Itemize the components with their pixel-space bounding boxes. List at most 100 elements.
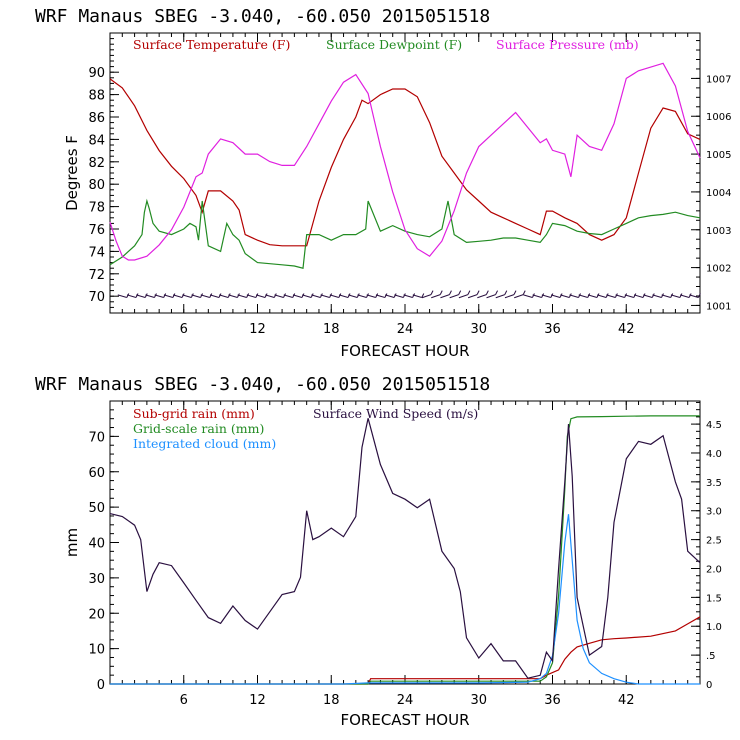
y-tick-label: 10 xyxy=(88,643,105,658)
series-line-sub-grid-rain-mm xyxy=(110,616,701,685)
y2-tick-label: 1004 xyxy=(706,188,731,199)
wind-barb xyxy=(219,294,229,299)
wind-barb xyxy=(126,294,137,299)
chart-panel-1: WRF Manaus SBEG -3.040, -60.050 20150515… xyxy=(35,6,731,360)
wind-barb xyxy=(514,294,524,299)
wind-barb xyxy=(449,294,459,299)
y2-tick-label: 1001 xyxy=(706,301,731,312)
y-tick-label: 70 xyxy=(88,290,105,305)
series-line-integrated-cloud-mm xyxy=(110,514,700,685)
wind-barb-flag xyxy=(421,293,425,298)
wind-barb-flag xyxy=(504,290,508,295)
series-line-surface-dewpoint-f xyxy=(109,198,701,269)
wind-barb xyxy=(357,294,367,299)
legend-entry: Grid-scale rain (mm) xyxy=(133,421,264,436)
wind-barb xyxy=(348,294,358,299)
wind-barb-flag xyxy=(513,290,517,295)
wind-barb-flag xyxy=(458,290,462,295)
wind-barb xyxy=(163,294,174,299)
wind-barb xyxy=(255,294,266,299)
y-tick-label: 78 xyxy=(88,201,105,216)
wind-barb xyxy=(679,294,690,299)
legend-entry: Surface Pressure (mb) xyxy=(496,37,639,52)
wind-barb xyxy=(421,294,432,299)
x-tick-label: 6 xyxy=(180,322,188,337)
y2-tick-label: 1.0 xyxy=(706,622,722,633)
wind-barb xyxy=(550,294,561,299)
wind-barb xyxy=(587,294,598,299)
y-tick-label: 76 xyxy=(88,223,105,238)
wind-barb xyxy=(154,294,164,299)
y-tick-label: 30 xyxy=(88,572,105,587)
y2-tick-label: .5 xyxy=(706,651,716,662)
wind-barb xyxy=(265,294,275,299)
y-tick-label: 88 xyxy=(88,89,105,104)
wind-barb xyxy=(606,294,616,299)
x-tick-label: 42 xyxy=(618,693,635,708)
wind-barb-flag xyxy=(485,290,489,295)
y2-tick-label: 1007 xyxy=(706,74,731,85)
y2-tick-label: 0 xyxy=(706,680,712,691)
wind-barb xyxy=(228,294,238,299)
x-axis-label: FORECAST HOUR xyxy=(340,342,469,360)
wind-barb xyxy=(652,294,662,299)
wind-barb xyxy=(495,294,505,299)
y-tick-label: 70 xyxy=(88,430,105,445)
y-tick-label: 0 xyxy=(97,678,105,693)
legend-entry: Sub-grid rain (mm) xyxy=(133,406,255,421)
legend-entry: Surface Dewpoint (F) xyxy=(326,37,462,52)
wind-barb xyxy=(477,294,487,299)
wind-barb xyxy=(661,294,671,299)
y2-tick-label: 4.5 xyxy=(706,420,722,431)
wind-barb xyxy=(191,294,201,299)
chart-title: WRF Manaus SBEG -3.040, -60.050 20150515… xyxy=(35,6,490,27)
wind-barb xyxy=(274,294,284,299)
wind-barb xyxy=(597,294,607,299)
y-tick-label: 86 xyxy=(88,111,105,126)
wind-barb xyxy=(136,294,146,299)
x-tick-label: 18 xyxy=(323,322,340,337)
wind-barb xyxy=(486,294,496,299)
y-tick-label: 74 xyxy=(88,245,105,260)
chart-title: WRF Manaus SBEG -3.040, -60.050 20150515… xyxy=(35,374,490,395)
legend-entry: Surface Wind Speed (m/s) xyxy=(313,406,478,421)
x-tick-label: 30 xyxy=(470,693,487,708)
y-tick-label: 84 xyxy=(88,133,105,148)
wind-barb-flag xyxy=(467,290,471,295)
wind-barb xyxy=(615,294,625,299)
series-line-surface-wind-speed-m-s xyxy=(109,418,701,679)
wind-barb xyxy=(569,294,579,299)
y2-tick-label: 3.5 xyxy=(706,478,722,489)
y-axis-label: mm xyxy=(63,528,81,557)
y-tick-label: 90 xyxy=(88,66,105,81)
wind-barb xyxy=(375,294,386,299)
series-line-surface-temperature-f xyxy=(109,78,701,247)
y-tick-label: 20 xyxy=(88,607,105,622)
y-tick-label: 60 xyxy=(88,466,105,481)
wind-barb xyxy=(200,294,210,299)
wind-barb xyxy=(643,294,653,299)
y2-tick-label: 1002 xyxy=(706,264,731,275)
plot-frame xyxy=(109,32,701,314)
x-tick-label: 12 xyxy=(249,693,266,708)
wind-barb xyxy=(689,294,699,299)
wind-barb-flag xyxy=(430,290,434,295)
wind-barb xyxy=(523,294,533,299)
x-tick-label: 18 xyxy=(323,693,340,708)
wind-barb xyxy=(283,294,293,299)
x-tick-label: 30 xyxy=(470,322,487,337)
wind-barb xyxy=(394,294,404,299)
wind-barb-flag xyxy=(439,290,443,295)
y2-tick-label: 4.0 xyxy=(706,449,722,460)
wind-barb xyxy=(145,294,155,299)
wind-barb xyxy=(560,294,570,299)
wind-barb xyxy=(172,294,183,299)
wind-barb xyxy=(237,294,247,299)
wind-barb-flag xyxy=(476,290,480,295)
x-tick-label: 6 xyxy=(180,693,188,708)
chart-panel-2: WRF Manaus SBEG -3.040, -60.050 20150515… xyxy=(35,374,722,729)
wind-barb-flag xyxy=(697,293,701,298)
wind-barb xyxy=(292,294,303,299)
wind-barb xyxy=(670,294,681,299)
